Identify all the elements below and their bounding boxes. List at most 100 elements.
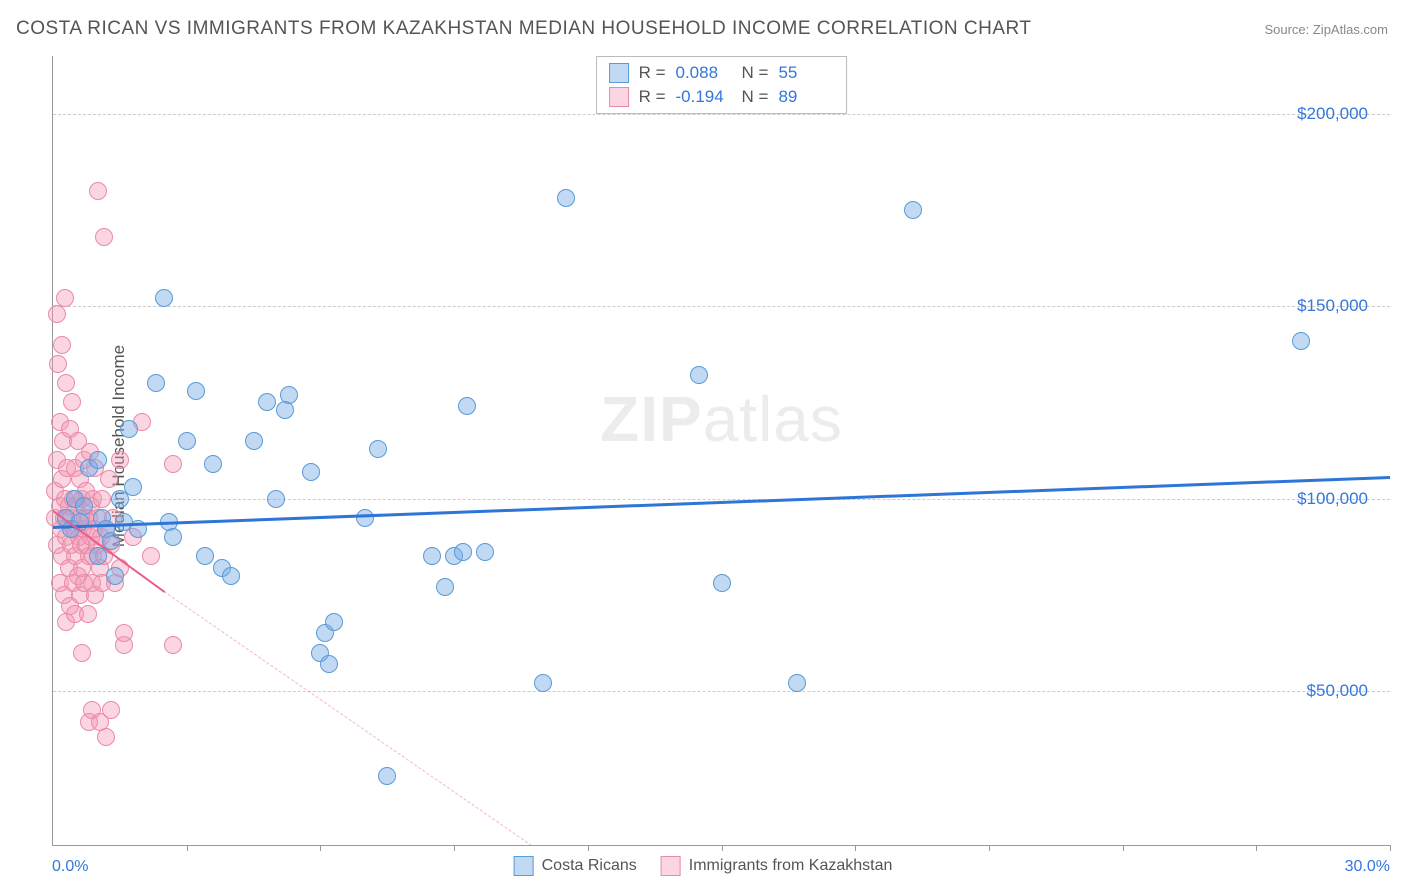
data-point <box>89 547 107 565</box>
x-tick <box>722 845 723 851</box>
data-point <box>276 401 294 419</box>
x-tick <box>989 845 990 851</box>
x-tick <box>855 845 856 851</box>
correlation-stats-box: R = 0.088 N = 55R = -0.194 N = 89 <box>596 56 848 114</box>
data-point <box>267 490 285 508</box>
data-point <box>97 728 115 746</box>
data-point <box>788 674 806 692</box>
data-point <box>75 497 93 515</box>
n-value: 89 <box>778 85 834 109</box>
y-tick-label: $150,000 <box>1297 296 1368 316</box>
data-point <box>458 397 476 415</box>
x-tick <box>187 845 188 851</box>
x-tick <box>320 845 321 851</box>
data-point <box>53 336 71 354</box>
data-point <box>258 393 276 411</box>
data-point <box>89 451 107 469</box>
r-value: 0.088 <box>676 61 732 85</box>
y-tick-label: $200,000 <box>1297 104 1368 124</box>
data-point <box>164 636 182 654</box>
n-value: 55 <box>778 61 834 85</box>
x-tick <box>588 845 589 851</box>
data-point <box>222 567 240 585</box>
data-point <box>89 182 107 200</box>
data-point <box>320 655 338 673</box>
data-point <box>904 201 922 219</box>
data-point <box>245 432 263 450</box>
data-point <box>369 440 387 458</box>
data-point <box>49 355 67 373</box>
r-label: R = <box>639 85 666 109</box>
legend-label-kazakhstan: Immigrants from Kazakhstan <box>689 857 893 875</box>
data-point <box>115 624 133 642</box>
data-point <box>436 578 454 596</box>
chart-title: COSTA RICAN VS IMMIGRANTS FROM KAZAKHSTA… <box>16 18 1032 40</box>
data-point <box>102 701 120 719</box>
gridline <box>53 499 1390 500</box>
data-point <box>100 470 118 488</box>
r-value: -0.194 <box>676 85 732 109</box>
data-point <box>280 386 298 404</box>
n-label: N = <box>742 85 769 109</box>
data-point <box>1292 332 1310 350</box>
data-point <box>73 644 91 662</box>
data-point <box>204 455 222 473</box>
source-link[interactable]: ZipAtlas.com <box>1313 22 1388 37</box>
stats-swatch <box>609 87 629 107</box>
trendline-extension <box>164 591 532 846</box>
stats-row: R = -0.194 N = 89 <box>609 85 835 109</box>
data-point <box>378 767 396 785</box>
y-tick-label: $50,000 <box>1307 681 1368 701</box>
legend-item-kazakhstan: Immigrants from Kazakhstan <box>661 856 893 876</box>
data-point <box>155 289 173 307</box>
watermark-zip: ZIP <box>600 383 703 455</box>
data-point <box>120 420 138 438</box>
trendline <box>53 476 1390 529</box>
data-point <box>57 374 75 392</box>
data-point <box>196 547 214 565</box>
r-label: R = <box>639 61 666 85</box>
source-credit: Source: ZipAtlas.com <box>1264 22 1388 37</box>
watermark: ZIPatlas <box>600 382 843 456</box>
data-point <box>534 674 552 692</box>
y-tick-label: $100,000 <box>1297 489 1368 509</box>
data-point <box>124 478 142 496</box>
data-point <box>111 451 129 469</box>
data-point <box>356 509 374 527</box>
data-point <box>106 567 124 585</box>
source-prefix: Source: <box>1264 22 1312 37</box>
watermark-atlas: atlas <box>703 383 843 455</box>
data-point <box>48 305 66 323</box>
chart-legend: Costa Ricans Immigrants from Kazakhstan <box>514 856 893 876</box>
stats-row: R =0.088N =55 <box>609 61 835 85</box>
x-tick <box>1123 845 1124 851</box>
x-tick <box>1256 845 1257 851</box>
data-point <box>476 543 494 561</box>
scatter-chart: ZIPatlas R = 0.088 N = 55R = -0.194 N = 89 $50… <box>52 56 1390 846</box>
data-point <box>302 463 320 481</box>
data-point <box>164 455 182 473</box>
gridline <box>53 114 1390 115</box>
data-point <box>95 228 113 246</box>
data-point <box>142 547 160 565</box>
data-point <box>423 547 441 565</box>
stats-swatch <box>609 63 629 83</box>
data-point <box>93 490 111 508</box>
data-point <box>178 432 196 450</box>
data-point <box>690 366 708 384</box>
data-point <box>187 382 205 400</box>
x-axis-start-label: 0.0% <box>52 858 88 876</box>
x-axis-end-label: 30.0% <box>1345 858 1390 876</box>
data-point <box>557 189 575 207</box>
gridline <box>53 306 1390 307</box>
data-point <box>713 574 731 592</box>
legend-swatch-pink <box>661 856 681 876</box>
data-point <box>325 613 343 631</box>
data-point <box>71 513 89 531</box>
data-point <box>147 374 165 392</box>
data-point <box>79 605 97 623</box>
legend-item-costa-ricans: Costa Ricans <box>514 856 637 876</box>
data-point <box>454 543 472 561</box>
legend-swatch-blue <box>514 856 534 876</box>
x-tick <box>454 845 455 851</box>
